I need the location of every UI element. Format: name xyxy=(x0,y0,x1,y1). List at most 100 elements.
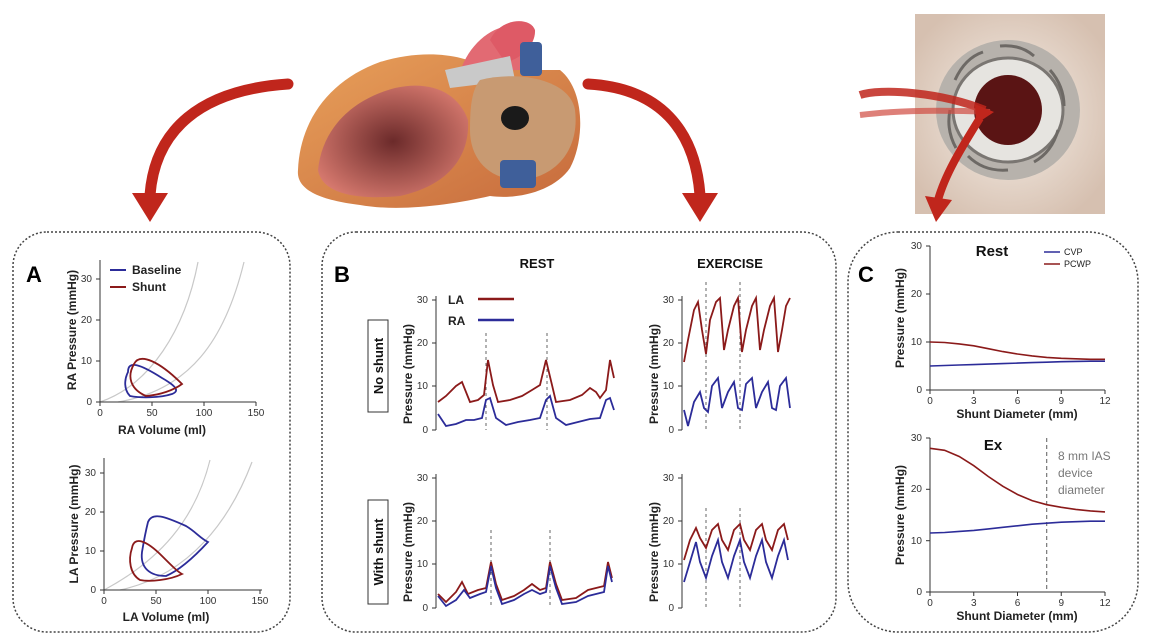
y-tick: 10 xyxy=(663,559,675,570)
b-rest-no-shunt-chart: 0 10 20 30 Pressure (mmHg) xyxy=(401,295,615,436)
chart-title-rest: Rest xyxy=(976,243,1009,260)
y-tick: 30 xyxy=(663,473,675,484)
panel-a-letter: A xyxy=(26,262,42,287)
x-tick: 100 xyxy=(200,596,217,607)
y-tick: 0 xyxy=(668,425,674,436)
panel-a-top-chart: 0 10 20 30 0 50 100 150 RA Volume (ml) R… xyxy=(65,260,265,437)
y-tick: 20 xyxy=(911,289,923,300)
y-tick: 20 xyxy=(417,516,429,527)
la-trace xyxy=(437,561,613,604)
panel-b-box xyxy=(321,231,837,633)
x-tick: 0 xyxy=(97,408,103,419)
pcwp-line xyxy=(929,447,1106,513)
y-tick: 0 xyxy=(916,385,922,396)
panel-b-letter: B xyxy=(334,262,350,287)
y-tick: 0 xyxy=(422,425,428,436)
x-tick: 12 xyxy=(1099,396,1111,407)
y-axis-title: Pressure (mmHg) xyxy=(647,502,661,602)
y-tick: 10 xyxy=(911,337,923,348)
y-tick: 10 xyxy=(663,381,675,392)
y-tick: 20 xyxy=(663,516,675,527)
y-tick: 30 xyxy=(81,274,93,285)
legend-ra: RA xyxy=(448,314,466,328)
col-rest-label: REST xyxy=(520,256,555,271)
b-rest-with-shunt-chart: 0 10 20 30 Pressure (mmHg) xyxy=(401,473,613,614)
annotation-line-3: diameter xyxy=(1058,483,1105,497)
x-tick: 150 xyxy=(248,408,265,419)
la-trace xyxy=(683,294,791,363)
ra-trace xyxy=(437,394,615,428)
y-tick: 20 xyxy=(663,338,675,349)
y-tick: 0 xyxy=(668,603,674,614)
panel-c-top-chart: 0 10 20 30 0 3 6 9 12 Shunt Diameter (mm… xyxy=(893,241,1111,421)
x-tick: 12 xyxy=(1099,598,1111,609)
shunt-device-illustration xyxy=(858,14,1105,222)
x-tick: 0 xyxy=(927,598,933,609)
panel-c-letter: C xyxy=(858,262,874,287)
annotation-line-1: 8 mm IAS xyxy=(1058,449,1111,463)
x-tick: 150 xyxy=(252,596,269,607)
x-tick: 6 xyxy=(1015,598,1021,609)
legend-baseline: Baseline xyxy=(132,263,182,277)
y-tick: 20 xyxy=(911,484,923,495)
x-tick: 100 xyxy=(196,408,213,419)
y-axis-title: Pressure (mmHg) xyxy=(893,268,907,368)
col-exercise-label: EXERCISE xyxy=(697,256,763,271)
x-tick: 3 xyxy=(971,598,977,609)
la-trace xyxy=(437,359,615,404)
heart-illustration xyxy=(297,21,581,208)
x-axis-title: RA Volume (ml) xyxy=(118,423,206,437)
y-tick: 0 xyxy=(916,587,922,598)
x-tick: 9 xyxy=(1058,598,1064,609)
y-tick: 10 xyxy=(81,356,93,367)
y-tick: 30 xyxy=(85,468,97,479)
la-trace xyxy=(683,522,789,561)
la-loop-shunt xyxy=(129,540,185,582)
x-tick: 3 xyxy=(971,396,977,407)
cvp-line xyxy=(929,520,1105,534)
y-axis-title: RA Pressure (mmHg) xyxy=(65,270,79,390)
y-axis-title: Pressure (mmHg) xyxy=(647,324,661,424)
y-tick: 30 xyxy=(417,295,429,306)
chart-title-ex: Ex xyxy=(984,437,1003,454)
x-tick: 0 xyxy=(927,396,933,407)
y-tick: 10 xyxy=(85,546,97,557)
y-tick: 0 xyxy=(86,397,92,408)
x-tick: 6 xyxy=(1015,396,1021,407)
legend-shunt: Shunt xyxy=(132,280,166,294)
la-loop-baseline xyxy=(140,515,210,577)
ra-loop-shunt xyxy=(129,358,184,397)
ra-trace xyxy=(683,536,789,583)
y-axis-title: Pressure (mmHg) xyxy=(401,502,415,602)
panel-c-box xyxy=(847,231,1139,633)
ra-trace xyxy=(437,565,613,608)
y-axis-title: LA Pressure (mmHg) xyxy=(67,465,81,584)
x-tick: 9 xyxy=(1058,396,1064,407)
grey-edpvr-curves xyxy=(99,261,245,403)
y-tick: 20 xyxy=(81,315,93,326)
row-with-shunt-label: With shunt xyxy=(371,518,386,586)
y-tick: 20 xyxy=(85,507,97,518)
cvp-line xyxy=(929,360,1105,367)
ra-trace xyxy=(683,375,791,427)
b-exercise-with-shunt-chart: 0 10 20 30 Pressure (mmHg) xyxy=(647,473,789,614)
y-tick: 10 xyxy=(417,559,429,570)
panel-a-bottom-chart: 0 10 20 30 0 50 100 150 LA Volume (ml) L… xyxy=(67,458,269,624)
y-tick: 10 xyxy=(911,536,923,547)
x-axis-title: LA Volume (ml) xyxy=(123,610,210,624)
y-tick: 30 xyxy=(663,295,675,306)
y-tick: 20 xyxy=(417,338,429,349)
arrow-to-panel-b xyxy=(582,78,718,222)
y-tick: 10 xyxy=(417,381,429,392)
y-tick: 30 xyxy=(911,433,923,444)
b-exercise-no-shunt-chart: 0 10 20 30 Pressure (mmHg) xyxy=(647,282,791,436)
legend-la: LA xyxy=(448,293,464,307)
x-axis-title: Shunt Diameter (mm) xyxy=(956,407,1077,421)
x-tick: 50 xyxy=(146,408,158,419)
y-tick: 0 xyxy=(422,603,428,614)
panel-c-bottom-chart: 0 10 20 30 0 3 6 9 12 Shunt Diameter (mm… xyxy=(893,433,1111,623)
y-tick: 0 xyxy=(90,585,96,596)
x-axis-title: Shunt Diameter (mm) xyxy=(956,609,1077,623)
legend-pcwp: PCWP xyxy=(1064,259,1091,269)
